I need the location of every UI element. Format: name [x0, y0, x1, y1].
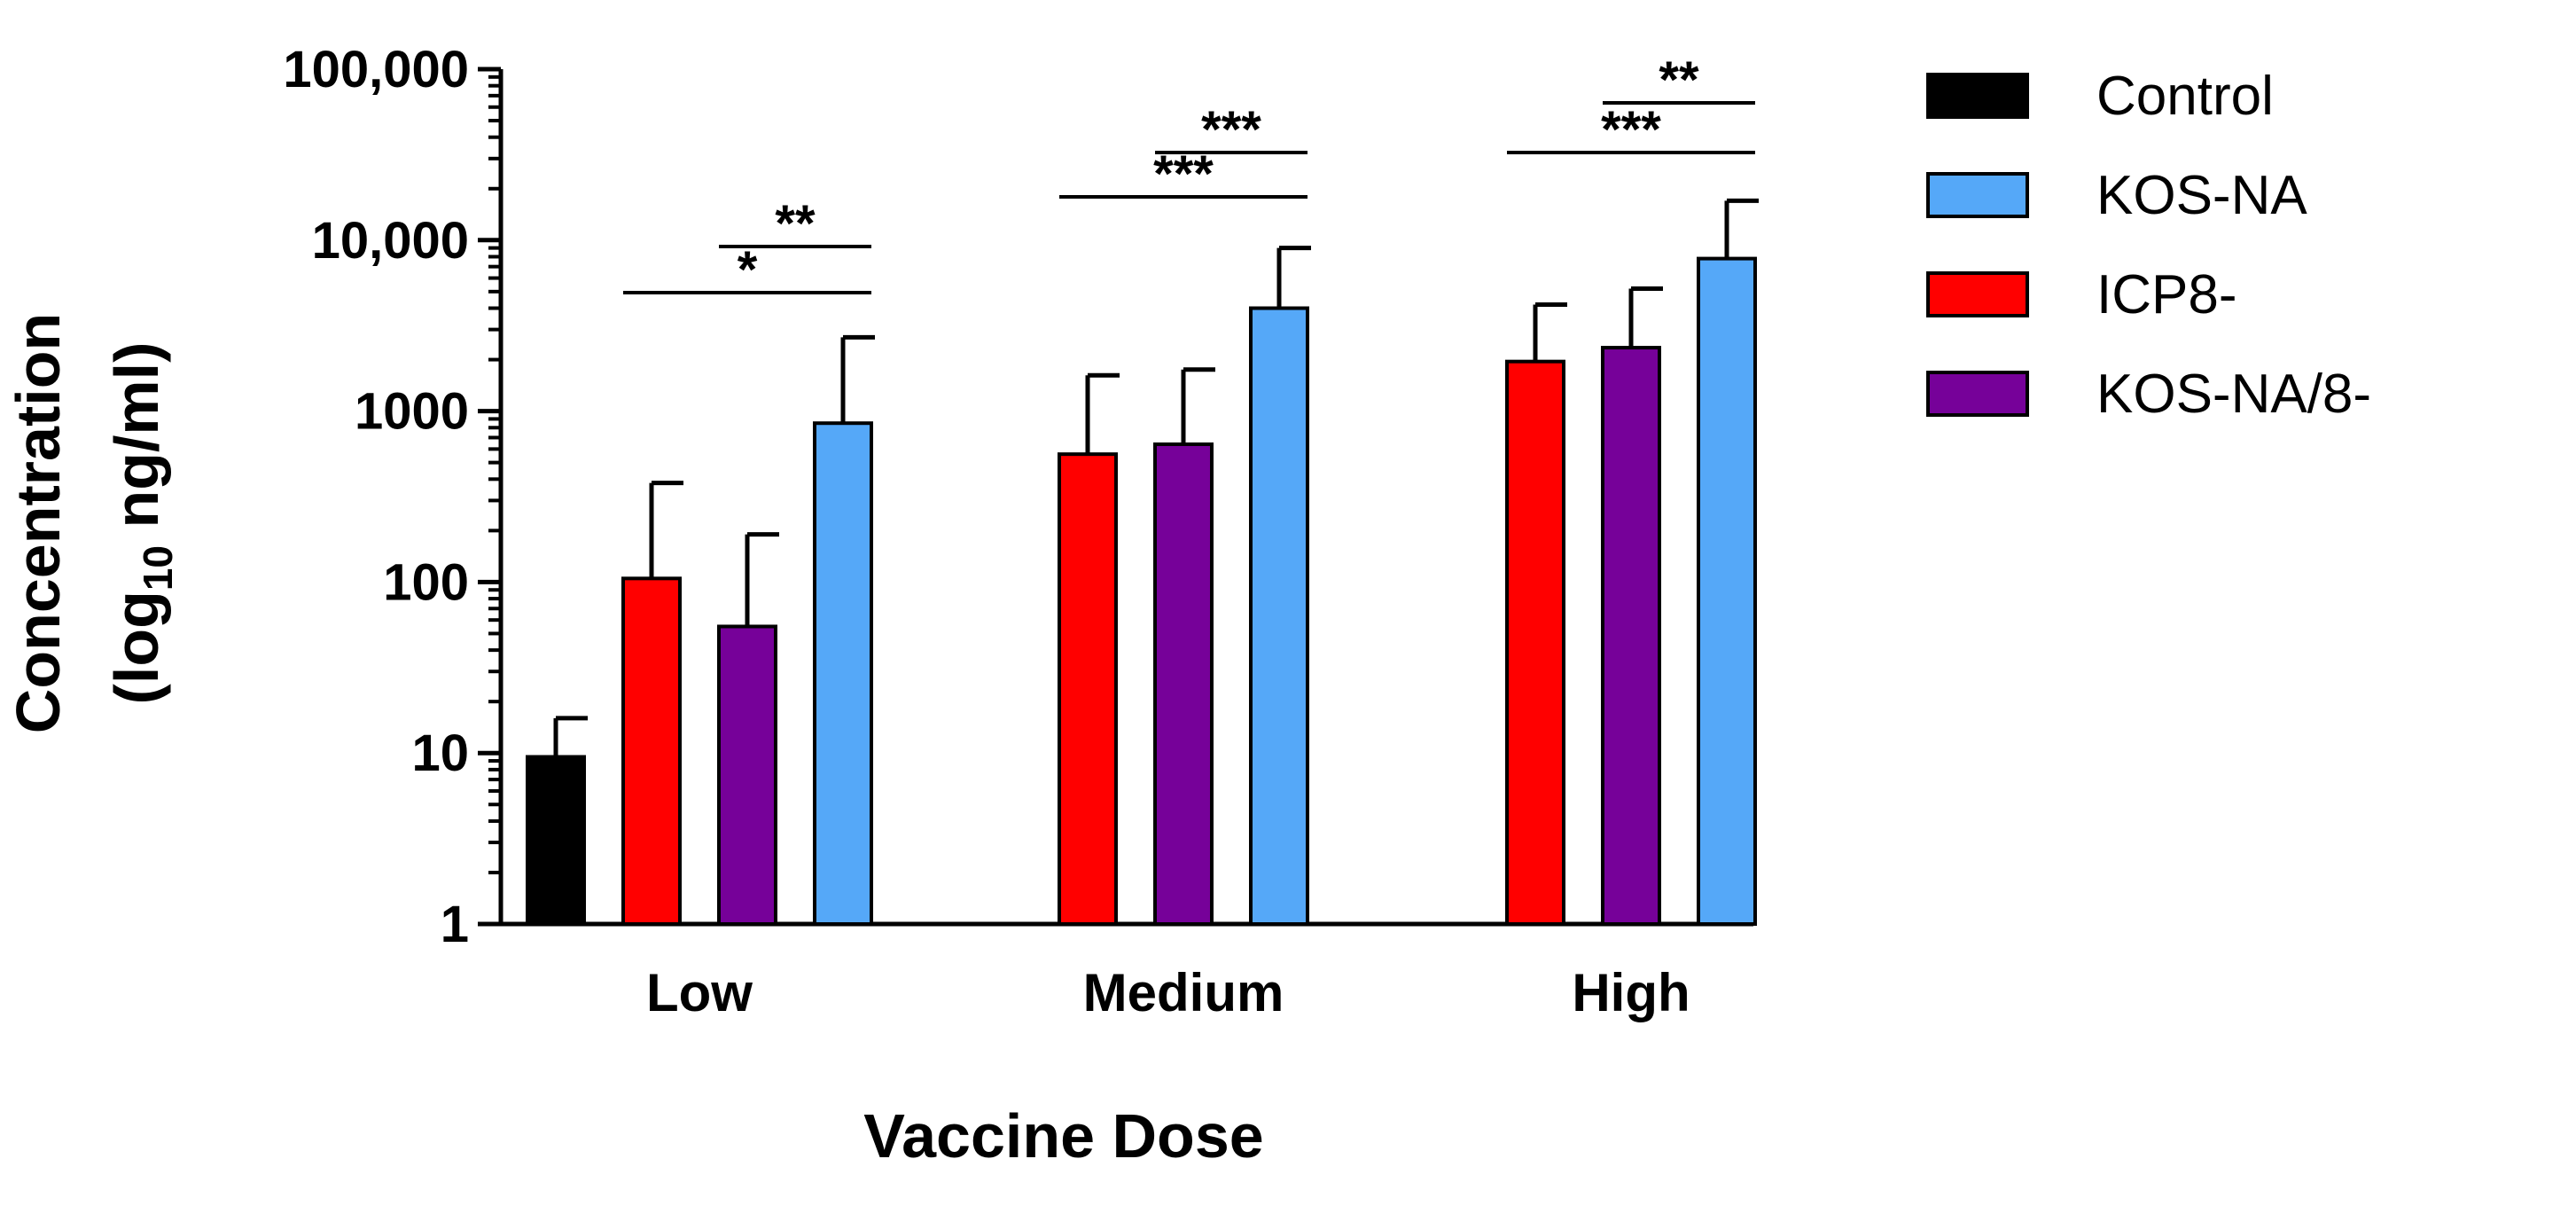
- bar-icp8-: [621, 576, 682, 926]
- legend-swatch: [1926, 73, 2029, 119]
- bar-kos-na: [1249, 306, 1309, 926]
- significance-label: ***: [1201, 101, 1261, 159]
- legend-label: Control: [2096, 66, 2274, 127]
- legend-label: KOS-NA: [2096, 165, 2307, 226]
- bar-kos-na: [813, 421, 873, 927]
- bar-icp8-: [1058, 452, 1118, 926]
- legend-swatch: [1926, 172, 2029, 218]
- y-axis-title-units: (log10 ng/ml): [102, 342, 181, 705]
- bar-kos-na: [1697, 256, 1757, 926]
- legend-swatch: [1926, 271, 2029, 317]
- y-tick-label: 100,000: [283, 41, 469, 98]
- significance-label: ***: [1153, 145, 1214, 203]
- y-tick-label: 10: [411, 724, 469, 782]
- y-tick-label: 10,000: [312, 212, 469, 270]
- legend-label: ICP8-: [2096, 264, 2236, 325]
- legend-swatch: [1926, 371, 2029, 417]
- legend: Control KOS-NA ICP8- KOS-NA/8-: [1926, 66, 2371, 425]
- significance-label: ***: [1601, 101, 1661, 159]
- y-tick-label: 100: [383, 553, 469, 611]
- bar-kos-na-8-: [1153, 442, 1214, 926]
- x-category-label: Medium: [1083, 963, 1284, 1022]
- x-axis-title: Vaccine Dose: [863, 1101, 1263, 1171]
- y-axis-title-line1: Concentration: [4, 313, 73, 733]
- x-category-label: Low: [646, 963, 753, 1022]
- bar-icp8-: [1505, 359, 1565, 926]
- significance-label: **: [775, 195, 816, 253]
- bar-control: [526, 755, 586, 926]
- x-category-label: High: [1572, 963, 1690, 1022]
- y-tick-label: 1: [441, 896, 469, 953]
- significance-label: *: [738, 241, 758, 299]
- y-axis-title: Concentration: [4, 313, 73, 733]
- bar-kos-na-8-: [717, 624, 777, 926]
- bar-kos-na-8-: [1601, 346, 1661, 926]
- significance-label: **: [1659, 51, 1699, 109]
- legend-label: KOS-NA/8-: [2096, 364, 2371, 425]
- y-tick-label: 1000: [355, 383, 469, 441]
